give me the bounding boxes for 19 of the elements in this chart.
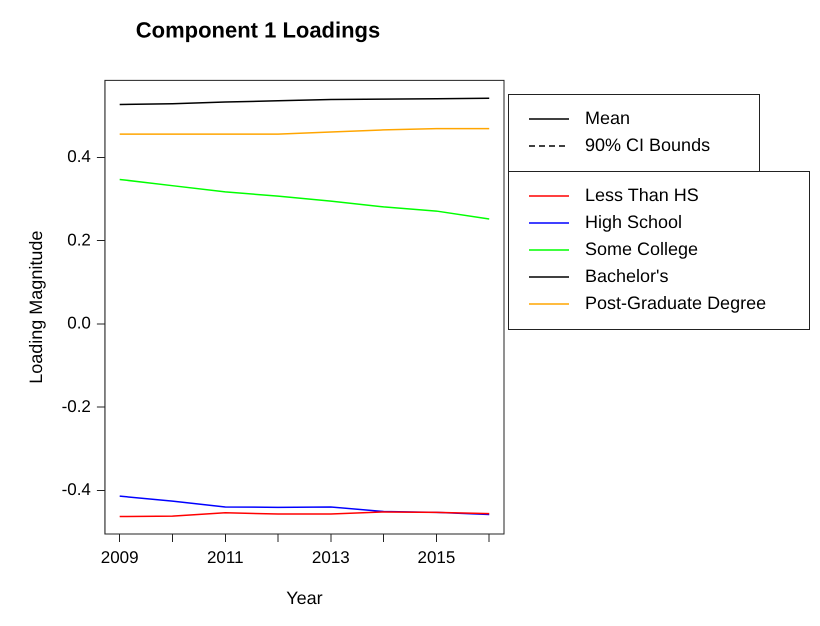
legend-label: Some College bbox=[585, 239, 698, 260]
y-tick-label: -0.2 bbox=[62, 396, 91, 416]
legend-label: Post-Graduate Degree bbox=[585, 293, 766, 314]
chart-title: Component 1 Loadings bbox=[136, 17, 380, 42]
y-tick-label: 0.4 bbox=[67, 147, 91, 166]
x-axis-title: Year bbox=[286, 588, 323, 608]
x-tick-label: 2015 bbox=[418, 548, 456, 567]
x-tick-label: 2009 bbox=[100, 548, 139, 567]
legend-label: 90% CI Bounds bbox=[585, 135, 710, 156]
y-tick-label: 0.2 bbox=[67, 230, 91, 250]
y-tick-label: 0.0 bbox=[67, 314, 91, 333]
legend-label: Bachelor's bbox=[585, 266, 668, 287]
legend-label: Mean bbox=[585, 108, 630, 129]
legend-label: High School bbox=[585, 212, 682, 233]
x-tick-label: 2013 bbox=[312, 548, 350, 567]
x-tick-label: 2011 bbox=[206, 548, 244, 567]
legend-label: Less Than HS bbox=[585, 185, 699, 206]
y-tick-label: -0.4 bbox=[62, 480, 91, 499]
y-axis-title: Loading Magnitude bbox=[26, 230, 46, 384]
